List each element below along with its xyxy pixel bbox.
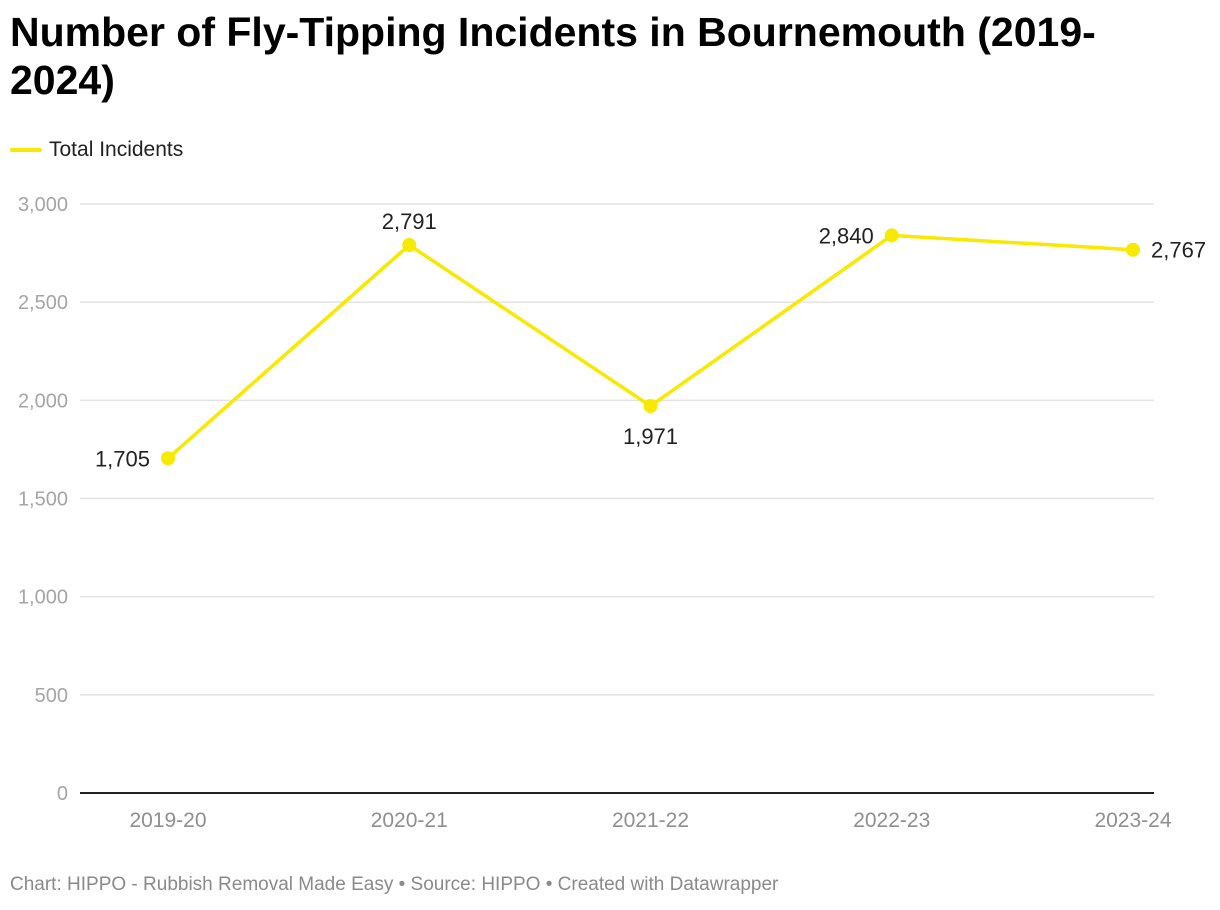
data-point xyxy=(1126,242,1140,257)
data-label: 2,791 xyxy=(382,209,437,234)
data-point xyxy=(884,228,899,243)
data-label: 2,840 xyxy=(819,223,874,248)
x-tick-label: 2019-20 xyxy=(129,809,206,832)
grid-layer xyxy=(80,203,1154,794)
x-axis-ticks: 2019-20 2020-21 2021-22 2022-23 2023-24 xyxy=(129,809,1171,832)
y-tick-label: 1,500 xyxy=(18,489,68,511)
data-label: 2,767 xyxy=(1151,238,1206,263)
y-tick-label: 2,000 xyxy=(18,390,68,412)
data-point xyxy=(161,451,175,466)
y-tick-label: 500 xyxy=(35,685,68,707)
series-layer xyxy=(161,228,1140,466)
footer-chart-label: Chart: xyxy=(10,874,62,895)
footer-separator-1: • xyxy=(398,874,406,895)
footer-source-label: Source: xyxy=(410,874,477,895)
x-tick-label: 2022-23 xyxy=(853,809,930,832)
y-tick-label: 3,000 xyxy=(18,194,68,216)
data-label-layer: 1,705 2,791 1,971 2,840 2,767 xyxy=(95,209,1206,471)
y-tick-label: 2,500 xyxy=(18,292,68,314)
footer-created-with: Created with Datawrapper xyxy=(557,874,779,895)
footer-source: HIPPO xyxy=(481,874,541,895)
chart-title: Number of Fly-Tipping Incidents in Bourn… xyxy=(10,9,1096,103)
legend-line-swatch xyxy=(10,148,42,152)
footer-chart-source: HIPPO - Rubbish Removal Made Easy xyxy=(67,874,394,895)
data-label: 1,971 xyxy=(623,424,678,449)
y-tick-label: 0 xyxy=(57,783,68,805)
x-tick-label: 2023-24 xyxy=(1094,809,1171,832)
footer-separator-2: • xyxy=(545,874,553,895)
y-tick-label: 1,000 xyxy=(18,587,68,609)
x-tick-label: 2021-22 xyxy=(612,809,689,832)
data-label: 1,705 xyxy=(95,446,150,471)
legend-label: Total Incidents xyxy=(49,138,184,161)
legend: Total Incidents xyxy=(10,138,183,162)
footer-credits: Chart: HIPPO - Rubbish Removal Made Easy… xyxy=(10,874,778,896)
data-point xyxy=(402,238,417,253)
y-axis-ticks: 0 500 1,000 1,500 2,000 2,500 3,000 xyxy=(18,194,68,805)
data-point xyxy=(643,399,658,414)
x-tick-label: 2020-21 xyxy=(371,809,448,832)
